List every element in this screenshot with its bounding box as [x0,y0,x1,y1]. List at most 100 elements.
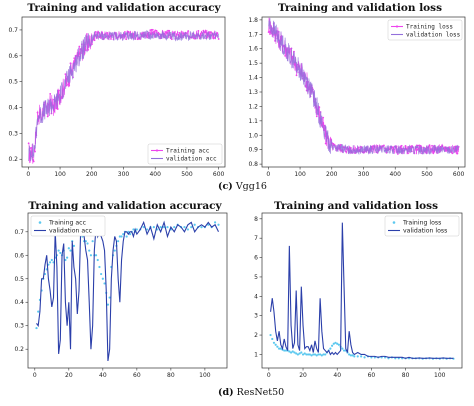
data-point [296,353,299,356]
data-point [190,225,193,229]
series-marker [27,142,30,145]
x-tick-label: 100 [54,171,66,178]
data-point [276,345,279,348]
data-point [330,344,334,347]
series-marker [431,144,433,147]
y-tick-label: 0.2 [14,346,24,353]
data-point [142,225,145,229]
y-tick-label: 7 [254,235,258,242]
data-point [289,351,293,354]
legend-swatch [392,221,396,224]
series-marker [78,45,81,48]
data-point [200,225,203,229]
y-tick-label: 6 [254,255,258,262]
data-point [342,349,346,352]
data-point [86,242,89,245]
series-marker [49,93,52,95]
y-tick-label: 5 [254,274,258,281]
series-marker [106,32,109,34]
data-point [37,310,40,313]
y-tick-label: 8 [254,216,258,223]
series-marker [86,33,88,35]
legend-label: validation loss [406,32,461,39]
legend-marker [155,149,159,152]
y-tick-label: 1.3 [248,89,258,96]
data-point [125,235,128,238]
data-point [183,225,186,229]
data-point [159,225,162,229]
y-tick-label: 4 [254,293,258,300]
y-tick-label: 0.4 [8,105,18,112]
data-point [329,347,332,350]
data-point [353,355,356,358]
series-marker [422,146,425,149]
series-marker [94,31,97,33]
series-marker [391,146,394,149]
series-marker [210,31,212,34]
series-marker [126,30,129,33]
data-point [100,272,103,276]
data-point [300,351,303,354]
data-point [319,353,322,356]
data-point [106,303,110,306]
x-tick-label: 80 [167,372,175,379]
data-point [272,341,276,344]
x-tick-label: 300 [358,171,370,178]
x-tick-label: 100 [294,171,306,178]
x-tick-label: 60 [368,372,376,379]
series-marker [324,142,327,145]
data-point [312,353,315,356]
series-marker [155,29,158,32]
series-marker [110,38,112,40]
legend-label: validation acc [49,228,93,235]
series-marker [36,111,39,114]
y-tick-label: 0.5 [14,276,24,283]
plot-frame [27,212,228,369]
series-marker [64,73,67,75]
data-point [349,354,352,357]
y-tick-label: 1.5 [248,60,258,67]
legend-box [387,19,463,41]
data-point [334,341,337,344]
x-tick-label: 600 [213,171,225,178]
data-point [91,240,94,243]
data-point [113,249,116,252]
data-point [66,256,69,259]
data-point [356,355,359,358]
chart-title: Training and validation accuracy [28,200,222,212]
y-tick-label: 1 [254,351,258,358]
series-marker [30,147,33,149]
series-marker [32,160,35,163]
x-tick-label: 500 [421,171,433,178]
series-marker [208,31,211,34]
series-marker [407,152,409,155]
series-marker [345,150,347,153]
data-point [305,353,308,356]
data-point [279,347,282,350]
data-point [127,230,130,233]
data-point [293,351,296,354]
series-marker [178,31,181,34]
legend-label: validation acc [166,156,217,163]
series-marker [269,30,271,33]
series-marker [97,31,100,34]
data-point [320,354,323,357]
series-marker [400,144,403,147]
data-point [57,249,60,252]
series-line [268,17,459,156]
x-tick-label: 400 [149,171,161,178]
data-point [277,347,281,350]
data-point [186,228,189,231]
data-point [120,235,123,238]
y-tick-label: 2 [254,332,258,339]
plot-frame [261,212,463,369]
x-tick-label: 400 [389,171,401,178]
vgg16-caption: (c) Vgg16 [218,181,267,192]
x-tick-label: 0 [26,171,30,178]
data-point [135,228,138,231]
series-marker [203,31,206,34]
x-tick-label: 600 [453,171,465,178]
